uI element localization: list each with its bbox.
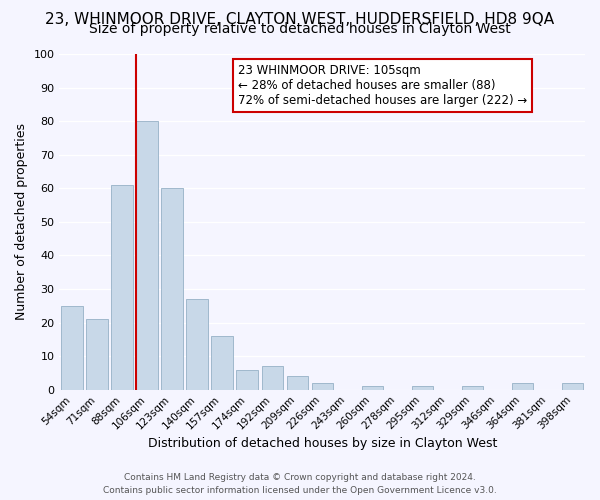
Bar [136,121,158,390]
Y-axis label: Number of detached properties: Number of detached properties [15,124,28,320]
Text: 23 WHINMOOR DRIVE: 105sqm
← 28% of detached houses are smaller (88)
72% of semi-: 23 WHINMOOR DRIVE: 105sqm ← 28% of detac… [238,64,527,107]
Bar [161,188,182,390]
Bar [562,383,583,390]
Bar [462,386,483,390]
Bar [61,306,83,390]
Bar [112,185,133,390]
Bar [311,383,333,390]
X-axis label: Distribution of detached houses by size in Clayton West: Distribution of detached houses by size … [148,437,497,450]
Bar [362,386,383,390]
Text: Contains HM Land Registry data © Crown copyright and database right 2024.
Contai: Contains HM Land Registry data © Crown c… [103,474,497,495]
Bar [211,336,233,390]
Bar [262,366,283,390]
Bar [86,319,107,390]
Bar [412,386,433,390]
Bar [287,376,308,390]
Bar [187,299,208,390]
Text: Size of property relative to detached houses in Clayton West: Size of property relative to detached ho… [89,22,511,36]
Text: 23, WHINMOOR DRIVE, CLAYTON WEST, HUDDERSFIELD, HD8 9QA: 23, WHINMOOR DRIVE, CLAYTON WEST, HUDDER… [46,12,554,28]
Bar [236,370,258,390]
Bar [512,383,533,390]
